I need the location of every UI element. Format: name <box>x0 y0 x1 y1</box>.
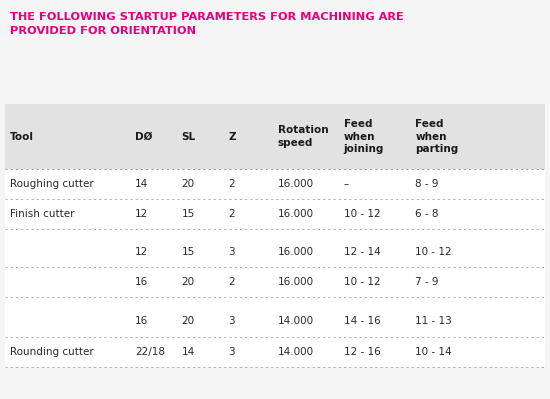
Text: 11 - 13: 11 - 13 <box>415 316 452 326</box>
Text: 22/18: 22/18 <box>135 347 165 357</box>
Text: THE FOLLOWING STARTUP PARAMETERS FOR MACHINING ARE: THE FOLLOWING STARTUP PARAMETERS FOR MAC… <box>10 12 404 22</box>
Text: 14: 14 <box>135 179 148 189</box>
Text: 6 - 8: 6 - 8 <box>415 209 439 219</box>
Text: 16: 16 <box>135 277 148 287</box>
Text: Tool: Tool <box>10 132 34 142</box>
Text: 20: 20 <box>182 316 195 326</box>
Text: 2: 2 <box>228 209 235 219</box>
Text: 14: 14 <box>182 347 195 357</box>
Bar <box>5 169 545 367</box>
Text: 7 - 9: 7 - 9 <box>415 277 439 287</box>
Text: Roughing cutter: Roughing cutter <box>10 179 94 189</box>
Text: 16.000: 16.000 <box>278 277 314 287</box>
Text: 10 - 12: 10 - 12 <box>344 209 381 219</box>
Text: 12 - 14: 12 - 14 <box>344 247 381 257</box>
Text: Rounding cutter: Rounding cutter <box>10 347 94 357</box>
Text: 8 - 9: 8 - 9 <box>415 179 439 189</box>
Text: 14.000: 14.000 <box>278 316 314 326</box>
Text: 16.000: 16.000 <box>278 209 314 219</box>
Text: Z: Z <box>228 132 236 142</box>
Text: Rotation
speed: Rotation speed <box>278 125 328 148</box>
Text: DØ: DØ <box>135 132 152 142</box>
Text: 2: 2 <box>228 277 235 287</box>
Text: 12 - 16: 12 - 16 <box>344 347 381 357</box>
Text: Feed
when
parting: Feed when parting <box>415 119 459 154</box>
Text: 16.000: 16.000 <box>278 247 314 257</box>
Text: 3: 3 <box>228 316 235 326</box>
Text: 10 - 12: 10 - 12 <box>344 277 381 287</box>
Text: Finish cutter: Finish cutter <box>10 209 74 219</box>
Text: 15: 15 <box>182 209 195 219</box>
Text: 10 - 12: 10 - 12 <box>415 247 452 257</box>
Text: PROVIDED FOR ORIENTATION: PROVIDED FOR ORIENTATION <box>10 26 196 36</box>
Text: 14 - 16: 14 - 16 <box>344 316 381 326</box>
Text: –: – <box>344 179 349 189</box>
Text: 14.000: 14.000 <box>278 347 314 357</box>
Text: 10 - 14: 10 - 14 <box>415 347 452 357</box>
Text: 20: 20 <box>182 277 195 287</box>
Text: 3: 3 <box>228 247 235 257</box>
Text: SL: SL <box>182 132 196 142</box>
Text: 2: 2 <box>228 179 235 189</box>
Text: 15: 15 <box>182 247 195 257</box>
Text: 3: 3 <box>228 347 235 357</box>
Text: 12: 12 <box>135 209 148 219</box>
Text: Feed
when
joining: Feed when joining <box>344 119 384 154</box>
Text: 20: 20 <box>182 179 195 189</box>
Text: 16: 16 <box>135 316 148 326</box>
Bar <box>5 104 545 169</box>
Text: 16.000: 16.000 <box>278 179 314 189</box>
Text: 12: 12 <box>135 247 148 257</box>
